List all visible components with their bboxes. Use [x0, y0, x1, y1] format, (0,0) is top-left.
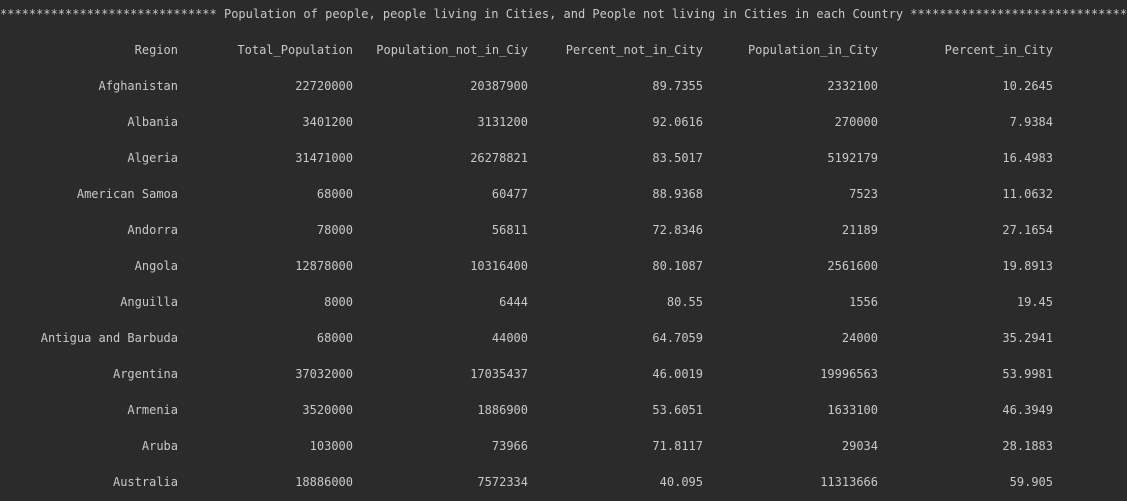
column-header-region: Region: [134, 43, 178, 57]
cell-percent-not-in-city: 80.1087: [652, 259, 703, 273]
cell-total-population: 31471000: [295, 151, 353, 165]
cell-population-not-in-city: 60477: [491, 187, 528, 201]
cell-percent-in-city: 28.1883: [1002, 439, 1053, 453]
column-header-total-population: Total_Population: [237, 43, 353, 57]
cell-percent-in-city: 19.45: [1016, 295, 1053, 309]
table-row: Australia 18886000 7572334 40.095 113136…: [0, 464, 1053, 500]
cell-population-in-city: 1556: [849, 295, 878, 309]
table-row: Andorra 78000 56811 72.8346 21189 27.165…: [0, 212, 1053, 248]
cell-population-in-city: 24000: [841, 331, 878, 345]
table-row: Afghanistan 22720000 20387900 89.7355 23…: [0, 68, 1053, 104]
cell-region: Andorra: [127, 223, 178, 237]
table-row: Algeria 31471000 26278821 83.5017 519217…: [0, 140, 1053, 176]
cell-percent-not-in-city: 53.6051: [652, 403, 703, 417]
cell-population-in-city: 19996563: [820, 367, 878, 381]
column-header-percent-in-city: Percent_in_City: [944, 43, 1053, 57]
table-row: Angola 12878000 10316400 80.1087 2561600…: [0, 248, 1053, 284]
cell-population-in-city: 7523: [849, 187, 878, 201]
table-row: Aruba 103000 73966 71.8117 29034 28.1883: [0, 428, 1053, 464]
cell-total-population: 3401200: [302, 115, 353, 129]
cell-population-in-city: 1633100: [827, 403, 878, 417]
cell-percent-in-city: 27.1654: [1002, 223, 1053, 237]
banner-text: ****************************** Populatio…: [0, 7, 1127, 21]
results-table: Region Total_Population Population_not_i…: [0, 32, 1053, 500]
cell-percent-in-city: 35.2941: [1002, 331, 1053, 345]
cell-total-population: 18886000: [295, 475, 353, 489]
cell-percent-in-city: 53.9981: [1002, 367, 1053, 381]
table-row: American Samoa 68000 60477 88.9368 7523 …: [0, 176, 1053, 212]
cell-region: Armenia: [127, 403, 178, 417]
cell-region: Albania: [127, 115, 178, 129]
cell-total-population: 78000: [316, 223, 353, 237]
cell-total-population: 8000: [324, 295, 353, 309]
cell-region: Aruba: [141, 439, 178, 453]
cell-population-not-in-city: 6444: [499, 295, 528, 309]
cell-region: Angola: [134, 259, 178, 273]
cell-population-not-in-city: 7572334: [477, 475, 528, 489]
cell-population-not-in-city: 73966: [491, 439, 528, 453]
cell-region: American Samoa: [76, 187, 178, 201]
cell-population-not-in-city: 3131200: [477, 115, 528, 129]
cell-total-population: 3520000: [302, 403, 353, 417]
cell-population-not-in-city: 26278821: [470, 151, 528, 165]
cell-percent-not-in-city: 83.5017: [652, 151, 703, 165]
cell-percent-not-in-city: 72.8346: [652, 223, 703, 237]
cell-population-not-in-city: 44000: [491, 331, 528, 345]
cell-region: Antigua and Barbuda: [40, 331, 178, 345]
cell-population-in-city: 11313666: [820, 475, 878, 489]
cell-percent-in-city: 10.2645: [1002, 79, 1053, 93]
column-header-population-in-city: Population_in_City: [747, 43, 878, 57]
cell-percent-in-city: 19.8913: [1002, 259, 1053, 273]
cell-percent-in-city: 7.9384: [1009, 115, 1053, 129]
cell-population-not-in-city: 20387900: [470, 79, 528, 93]
cell-percent-not-in-city: 40.095: [659, 475, 703, 489]
table-row: Argentina 37032000 17035437 46.0019 1999…: [0, 356, 1053, 392]
cell-total-population: 12878000: [295, 259, 353, 273]
cell-total-population: 68000: [316, 187, 353, 201]
cell-population-in-city: 5192179: [827, 151, 878, 165]
cell-region: Afghanistan: [98, 79, 178, 93]
cell-total-population: 37032000: [295, 367, 353, 381]
cell-population-not-in-city: 56811: [491, 223, 528, 237]
cell-percent-not-in-city: 71.8117: [652, 439, 703, 453]
cell-population-in-city: 2332100: [827, 79, 878, 93]
cell-population-in-city: 2561600: [827, 259, 878, 273]
cell-total-population: 103000: [309, 439, 353, 453]
cell-percent-in-city: 16.4983: [1002, 151, 1053, 165]
cell-population-not-in-city: 17035437: [470, 367, 528, 381]
cell-total-population: 68000: [316, 331, 353, 345]
table-row: Anguilla 8000 6444 80.55 1556 19.45: [0, 284, 1053, 320]
cell-percent-not-in-city: 46.0019: [652, 367, 703, 381]
cell-percent-not-in-city: 89.7355: [652, 79, 703, 93]
cell-region: Australia: [112, 475, 178, 489]
cell-population-in-city: 270000: [834, 115, 878, 129]
cell-percent-in-city: 59.905: [1009, 475, 1053, 489]
cell-percent-not-in-city: 64.7059: [652, 331, 703, 345]
header-row: Region Total_Population Population_not_i…: [0, 32, 1053, 68]
cell-percent-in-city: 11.0632: [1002, 187, 1053, 201]
cell-percent-in-city: 46.3949: [1002, 403, 1053, 417]
cell-percent-not-in-city: 80.55: [666, 295, 703, 309]
table-row: Albania 3401200 3131200 92.0616 270000 7…: [0, 104, 1053, 140]
cell-percent-not-in-city: 92.0616: [652, 115, 703, 129]
cell-percent-not-in-city: 88.9368: [652, 187, 703, 201]
cell-population-not-in-city: 10316400: [470, 259, 528, 273]
table-row: Armenia 3520000 1886900 53.6051 1633100 …: [0, 392, 1053, 428]
cell-population-not-in-city: 1886900: [477, 403, 528, 417]
cell-region: Argentina: [112, 367, 178, 381]
column-header-percent-not-in-city: Percent_not_in_City: [565, 43, 703, 57]
cell-population-in-city: 29034: [841, 439, 878, 453]
cell-region: Algeria: [127, 151, 178, 165]
table-row: Antigua and Barbuda 68000 44000 64.7059 …: [0, 320, 1053, 356]
column-header-population-not-in-city: Population_not_in_Ciy: [376, 43, 528, 57]
cell-region: Anguilla: [120, 295, 178, 309]
cell-total-population: 22720000: [295, 79, 353, 93]
cell-population-in-city: 21189: [841, 223, 878, 237]
